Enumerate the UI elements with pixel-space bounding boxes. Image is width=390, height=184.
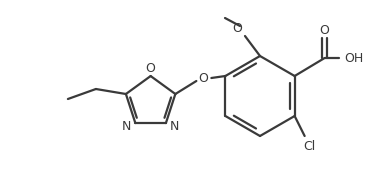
Text: O: O bbox=[232, 22, 242, 36]
Text: OH: OH bbox=[345, 52, 364, 66]
Text: O: O bbox=[146, 61, 156, 75]
Text: O: O bbox=[199, 72, 208, 84]
Text: O: O bbox=[320, 24, 330, 38]
Text: Cl: Cl bbox=[303, 139, 316, 153]
Text: N: N bbox=[170, 120, 180, 132]
Text: N: N bbox=[122, 120, 131, 132]
